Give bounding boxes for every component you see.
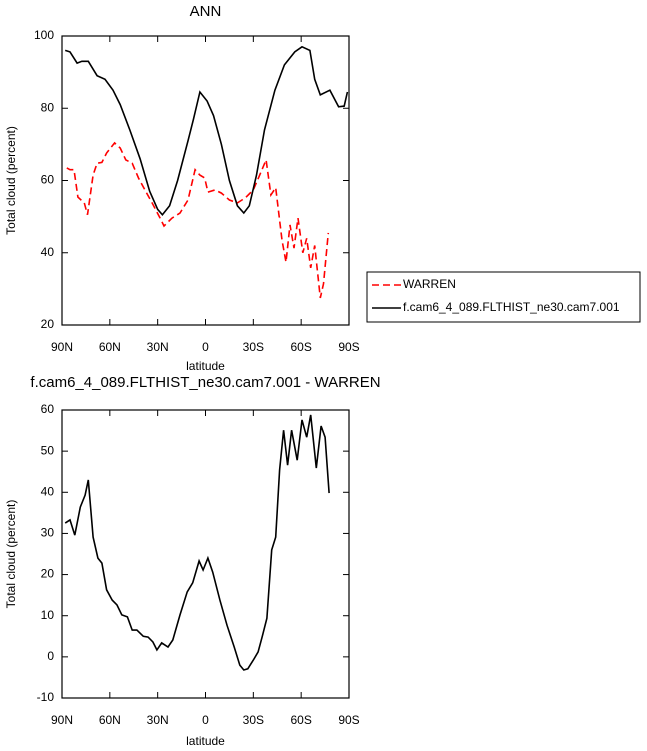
y-tick-label: 30 — [41, 526, 55, 540]
chart-title: ANN — [190, 3, 222, 20]
data-line — [66, 141, 330, 299]
plot-frame — [61, 409, 350, 699]
y-tick-label: 50 — [41, 443, 55, 457]
data-line — [64, 414, 330, 671]
y-tick-label: 40 — [41, 245, 55, 259]
y-axis-title: Total cloud (percent) — [4, 500, 18, 609]
x-tick-label: 60N — [99, 340, 121, 354]
x-tick-label: 30N — [147, 713, 169, 727]
y-tick-label: 20 — [41, 317, 55, 331]
x-tick-label: 90S — [338, 713, 359, 727]
y-tick-label: 80 — [41, 100, 55, 114]
x-tick-label: 0 — [202, 713, 209, 727]
y-tick-label: 60 — [41, 402, 55, 416]
x-tick-label: 0 — [202, 340, 209, 354]
x-axis-title: latitude — [186, 734, 225, 748]
legend-label: f.cam6_4_089.FLTHIST_ne30.cam7.001 — [403, 300, 620, 314]
x-tick-label: 30S — [243, 713, 264, 727]
chart-title: f.cam6_4_089.FLTHIST_ne30.cam7.001 - WAR… — [30, 374, 380, 391]
y-tick-label: 60 — [41, 173, 55, 187]
x-tick-label: 30S — [243, 340, 264, 354]
y-tick-label: 0 — [47, 649, 54, 663]
x-tick-label: 90N — [51, 340, 73, 354]
y-tick-label: 100 — [34, 28, 54, 42]
y-axis-title: Total cloud (percent) — [4, 126, 18, 235]
x-tick-label: 90N — [51, 713, 73, 727]
legend-label: WARREN — [403, 277, 456, 291]
y-tick-label: 10 — [41, 608, 55, 622]
data-line — [64, 45, 349, 217]
x-tick-label: 60S — [290, 340, 311, 354]
x-axis-title: latitude — [186, 359, 225, 373]
y-tick-label: 20 — [41, 567, 55, 581]
y-tick-label: -10 — [37, 690, 55, 704]
x-tick-label: 60N — [99, 713, 121, 727]
legend-box — [366, 271, 641, 323]
x-tick-label: 90S — [338, 340, 359, 354]
x-tick-label: 60S — [290, 713, 311, 727]
y-tick-label: 40 — [41, 484, 55, 498]
plot-frame — [61, 35, 350, 326]
x-tick-label: 30N — [147, 340, 169, 354]
